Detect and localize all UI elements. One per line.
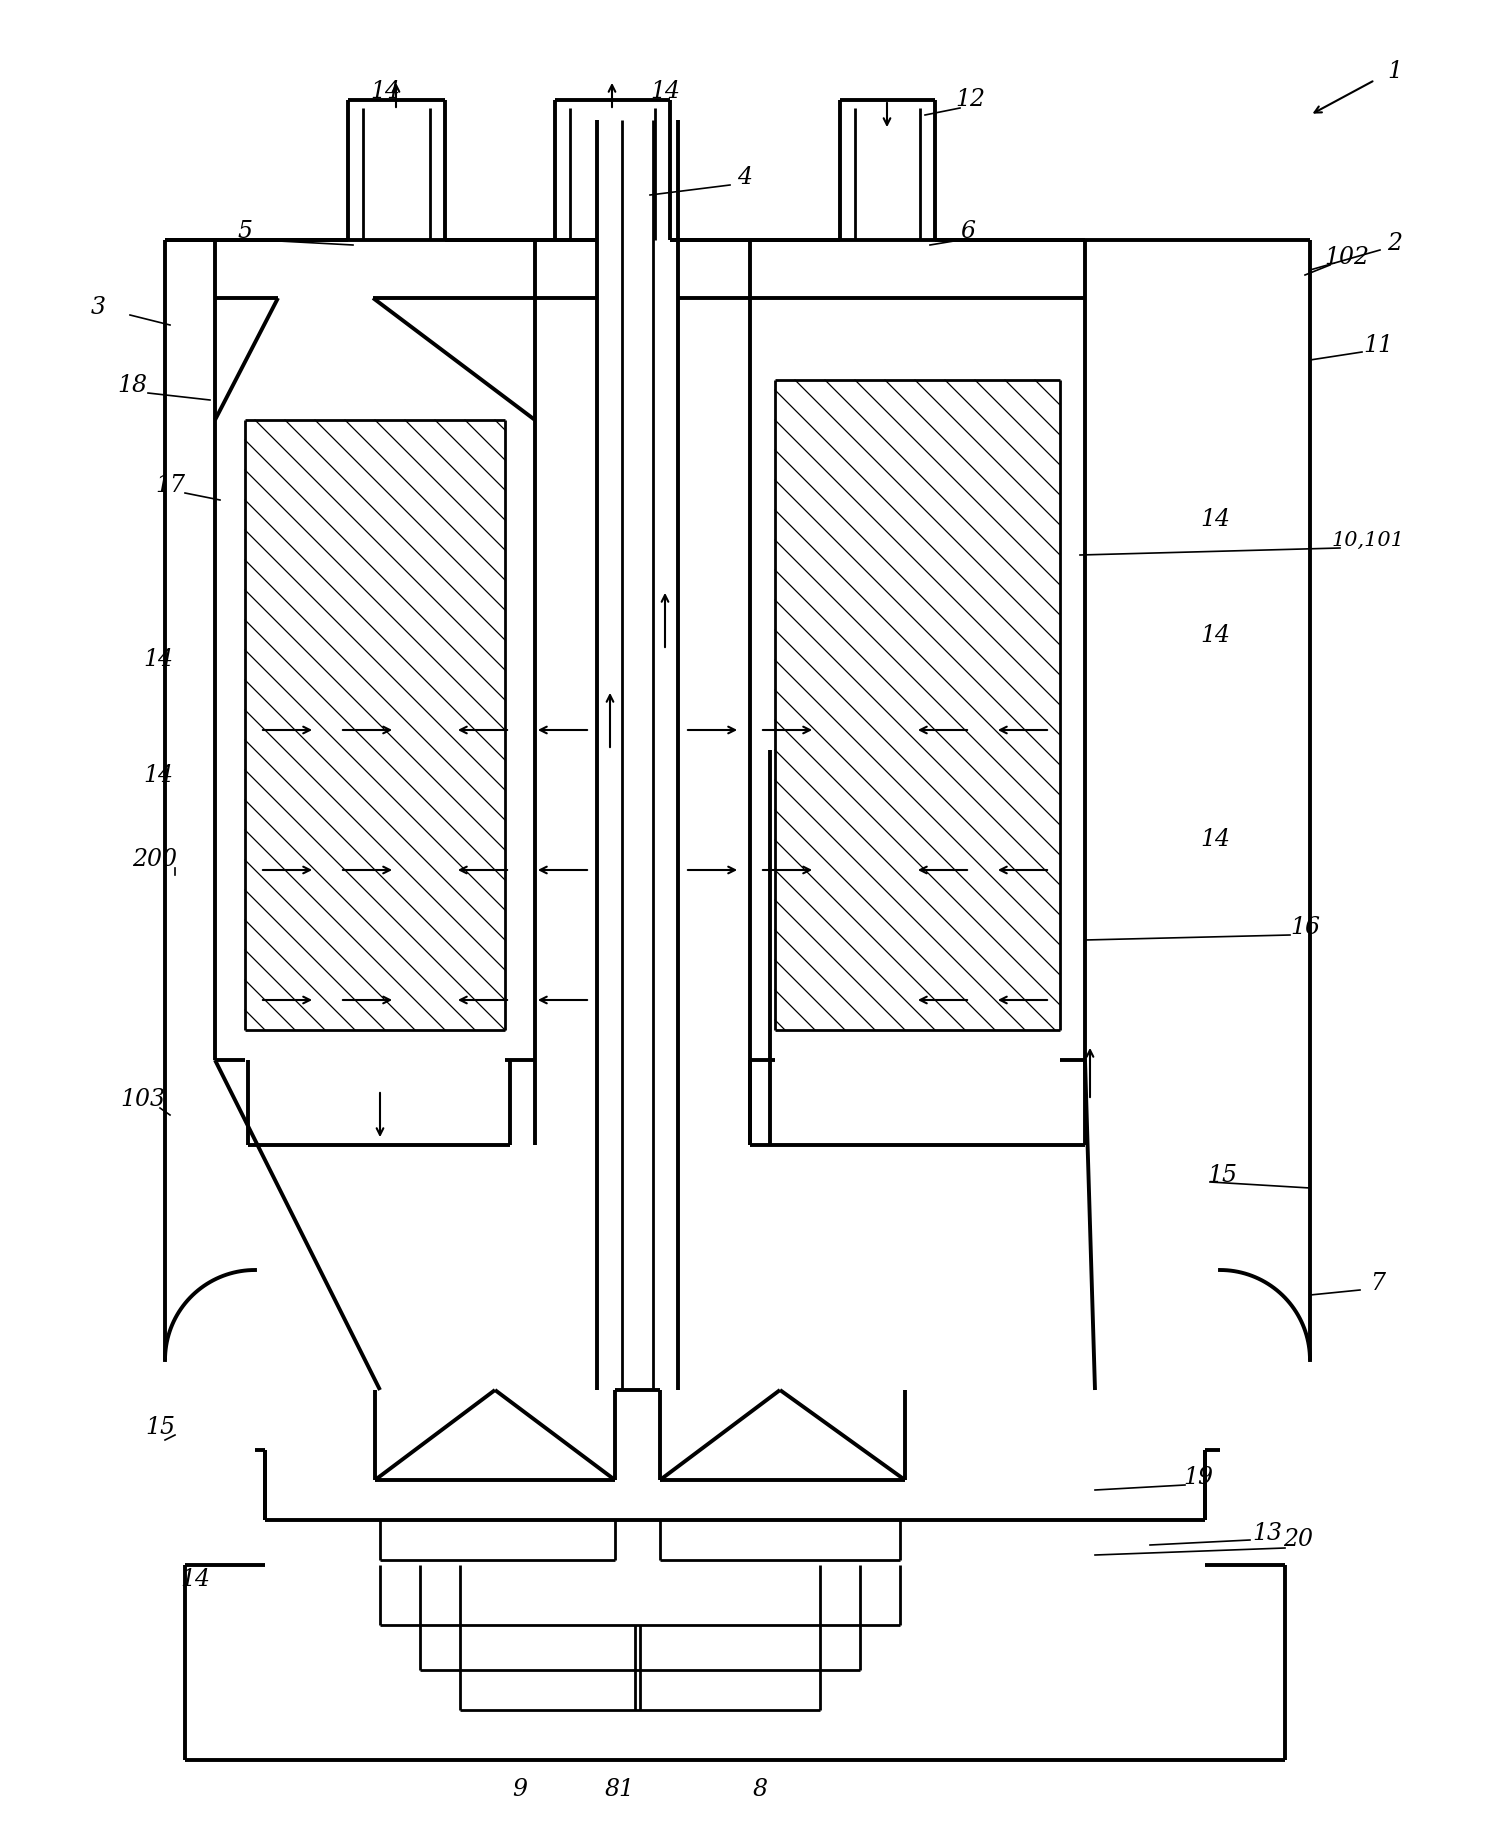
Text: 14: 14 — [1200, 509, 1230, 531]
Text: 12: 12 — [956, 88, 985, 112]
Text: 3: 3 — [91, 296, 106, 320]
Text: 14: 14 — [1200, 829, 1230, 851]
Text: 14: 14 — [143, 763, 173, 787]
Text: 7: 7 — [1371, 1272, 1386, 1294]
Text: 13: 13 — [1253, 1521, 1282, 1545]
Text: 15: 15 — [145, 1416, 175, 1440]
Text: 20: 20 — [1282, 1528, 1312, 1552]
Text: 9: 9 — [512, 1779, 527, 1801]
Text: 14: 14 — [1200, 624, 1230, 646]
Text: 103: 103 — [121, 1089, 166, 1111]
Text: 8: 8 — [752, 1779, 767, 1801]
Text: 200: 200 — [133, 849, 178, 871]
Text: 6: 6 — [960, 220, 975, 243]
Text: 15: 15 — [1206, 1164, 1238, 1186]
Text: 4: 4 — [738, 167, 752, 190]
Text: 14: 14 — [370, 81, 400, 104]
Text: 81: 81 — [605, 1779, 635, 1801]
Text: 10,101: 10,101 — [1332, 531, 1405, 549]
Text: 5: 5 — [237, 220, 252, 243]
Text: 17: 17 — [155, 474, 185, 496]
Text: 102: 102 — [1324, 247, 1369, 269]
Text: 1: 1 — [1387, 60, 1402, 84]
Text: 14: 14 — [143, 648, 173, 672]
Text: 2: 2 — [1387, 232, 1402, 254]
Text: 16: 16 — [1290, 917, 1320, 939]
Text: 18: 18 — [116, 373, 146, 397]
Text: 19: 19 — [1182, 1466, 1212, 1490]
Text: 14: 14 — [181, 1568, 211, 1592]
Text: 11: 11 — [1363, 333, 1393, 357]
Text: 14: 14 — [649, 81, 679, 104]
